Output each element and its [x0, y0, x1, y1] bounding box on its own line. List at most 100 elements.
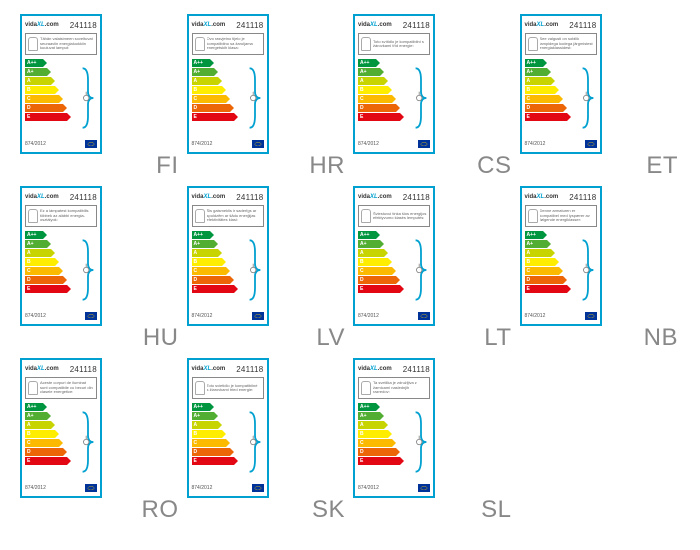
energy-bar-D: D: [25, 276, 63, 284]
eu-flag-icon: [418, 140, 430, 148]
bracket-icon: [79, 403, 97, 481]
description-box: Toto svietidlo je kompatibilné s žiarovk…: [192, 377, 264, 399]
card-header: vidaXL.com 241118: [192, 191, 264, 203]
lamp-icon: [28, 37, 38, 51]
eu-flag-icon: [85, 484, 97, 492]
energy-bar-C: C: [358, 267, 392, 275]
card-header: vidaXL.com 241118: [358, 19, 430, 31]
energy-bar-B: B: [525, 258, 555, 266]
language-code: CS: [477, 152, 511, 180]
energy-label-card: vidaXL.com 241118 Ez a lámpatest kompati…: [20, 186, 102, 326]
label-cell-HU: vidaXL.com 241118 Ez a lámpatest kompati…: [20, 186, 181, 352]
bracket: [79, 231, 97, 309]
label-cell-CS: vidaXL.com 241118 Toto svítidlo je kompa…: [353, 14, 514, 180]
eu-flag-icon: [585, 140, 597, 148]
energy-bar-C: C: [525, 267, 559, 275]
energy-bar-B: B: [25, 258, 55, 266]
description-box: Ta svetilka je združljiva z žarnicami na…: [358, 377, 430, 399]
energy-bar-Aplus: A+: [192, 68, 214, 76]
energy-bars: A++ A+ A B C D E: [358, 231, 410, 309]
bracket-icon: [579, 59, 597, 137]
energy-bar-A: A: [358, 77, 384, 85]
regulation-text: 874/2012: [25, 141, 46, 147]
energy-bar-Aplusplus: A++: [25, 59, 43, 67]
language-code: RO: [142, 496, 179, 524]
bracket-icon: [579, 231, 597, 309]
regulation-text: 874/2012: [192, 313, 213, 319]
card-footer: 874/2012: [25, 311, 97, 321]
product-number: 241118: [70, 193, 97, 202]
energy-bar-C: C: [25, 267, 59, 275]
energy-bar-Aplusplus: A++: [525, 231, 543, 239]
brand-logo: vidaXL.com: [525, 194, 559, 200]
energy-bar-B: B: [25, 86, 55, 94]
energy-bar-E: E: [25, 113, 67, 121]
energy-label-card: vidaXL.com 241118 Toto svítidlo je kompa…: [353, 14, 435, 154]
energy-bar-Aplusplus: A++: [358, 231, 376, 239]
eu-flag-icon: [418, 484, 430, 492]
energy-bar-Aplus: A+: [358, 68, 380, 76]
product-number: 241118: [569, 193, 596, 202]
card-header: vidaXL.com 241118: [192, 363, 264, 375]
product-number: 241118: [236, 21, 263, 30]
energy-bar-A: A: [525, 77, 551, 85]
regulation-text: 874/2012: [358, 141, 379, 147]
energy-bar-Aplus: A+: [358, 412, 380, 420]
card-header: vidaXL.com 241118: [525, 191, 597, 203]
energy-label-card: vidaXL.com 241118 Toto svietidlo je komp…: [187, 358, 269, 498]
label-cell-SL: vidaXL.com 241118 Ta svetilka je združlj…: [353, 358, 514, 524]
description-box: See valgusti on sobilik lampidega kodega…: [525, 33, 597, 55]
energy-bar-C: C: [192, 267, 226, 275]
description-box: Denne armaturen er kompatibel med lyspær…: [525, 205, 597, 227]
label-cell-NB: vidaXL.com 241118 Denne armaturen er kom…: [520, 186, 681, 352]
description-text: Toto svietidlo je kompatibilné s žiarovk…: [207, 384, 261, 393]
energy-label-card: vidaXL.com 241118 Šviestuvui tinka šios …: [353, 186, 435, 326]
regulation-text: 874/2012: [25, 485, 46, 491]
description-text: Tähän valaisimeen soveltuvat seuraaviin …: [40, 37, 94, 51]
card-footer: 874/2012: [192, 483, 264, 493]
regulation-text: 874/2012: [525, 141, 546, 147]
energy-bar-Aplus: A+: [25, 240, 47, 248]
description-box: Ez a lámpatest kompatibilis többek az al…: [25, 205, 97, 227]
energy-bars: A++ A+ A B C D E: [25, 231, 77, 309]
energy-bar-E: E: [525, 113, 567, 121]
energy-chart: A++ A+ A B C D E: [358, 231, 430, 309]
energy-bar-Aplusplus: A++: [25, 231, 43, 239]
energy-bar-A: A: [525, 249, 551, 257]
energy-bar-A: A: [25, 249, 51, 257]
energy-bar-A: A: [25, 421, 51, 429]
energy-bars: A++ A+ A B C D E: [525, 231, 577, 309]
card-footer: 874/2012: [25, 139, 97, 149]
regulation-text: 874/2012: [192, 141, 213, 147]
regulation-text: 874/2012: [192, 485, 213, 491]
energy-chart: A++ A+ A B C D E: [25, 59, 97, 137]
bracket: [579, 59, 597, 137]
energy-bar-B: B: [192, 86, 222, 94]
energy-chart: A++ A+ A B C D E: [525, 231, 597, 309]
energy-bar-A: A: [192, 77, 218, 85]
language-code: ET: [646, 152, 678, 180]
energy-bar-A: A: [358, 421, 384, 429]
energy-chart: A++ A+ A B C D E: [25, 403, 97, 481]
description-box: Aceste corpuri de iluminat sunt compatib…: [25, 377, 97, 399]
bracket-icon: [412, 231, 430, 309]
brand-logo: vidaXL.com: [358, 194, 392, 200]
energy-bars: A++ A+ A B C D E: [192, 231, 244, 309]
description-text: Šviestuvui tinka šios energijos efektyvu…: [373, 212, 427, 221]
energy-bar-D: D: [25, 448, 63, 456]
card-header: vidaXL.com 241118: [25, 191, 97, 203]
language-code: LT: [484, 324, 511, 352]
eu-flag-icon: [252, 140, 264, 148]
energy-bar-B: B: [25, 430, 55, 438]
brand-logo: vidaXL.com: [358, 366, 392, 372]
description-box: Šis gaismeklis ir saderīgs ar spuldzēm a…: [192, 205, 264, 227]
description-text: Toto svítidlo je kompatibilní s žárovkam…: [373, 40, 427, 49]
energy-bars: A++ A+ A B C D E: [358, 403, 410, 481]
bracket-icon: [412, 403, 430, 481]
energy-bar-E: E: [192, 285, 234, 293]
language-code: FI: [156, 152, 178, 180]
brand-logo: vidaXL.com: [192, 194, 226, 200]
language-code: HU: [143, 324, 179, 352]
bracket-icon: [79, 231, 97, 309]
card-header: vidaXL.com 241118: [192, 19, 264, 31]
